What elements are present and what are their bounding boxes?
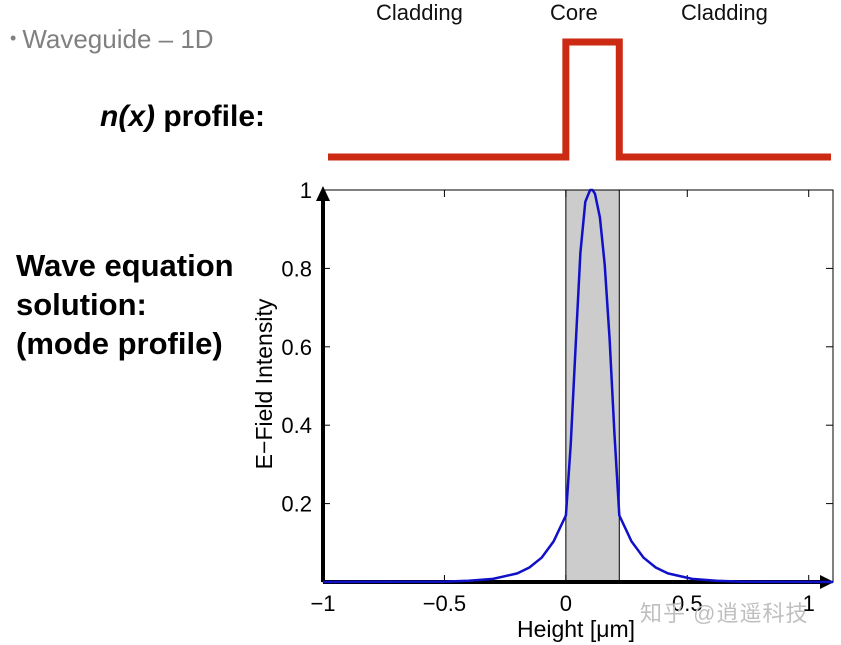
index-profile-label-rest: profile: [155, 100, 265, 133]
x-tick-label: 0 [560, 591, 572, 616]
x-tick-label: −0.5 [423, 591, 466, 616]
region-label-cladding-left: Cladding [376, 0, 463, 25]
x-tick-label: 0.5 [672, 591, 703, 616]
y-tick-label: 0.2 [281, 492, 312, 517]
x-axis-label: Height [μm] [517, 616, 635, 642]
mode-label-line-3: (mode profile) [16, 326, 223, 361]
index-profile-label: n(x) profile: [100, 100, 265, 134]
x-tick-label: −1 [310, 591, 335, 616]
region-label-cladding-right: Cladding [681, 0, 768, 25]
y-tick-label: 0.8 [281, 256, 312, 281]
mode-profile-series-line [322, 188, 834, 584]
bullet-dot-icon: • [10, 28, 17, 48]
watermark: 知乎 @逍遥科技 [640, 601, 809, 626]
y-tick-label: 0.6 [281, 335, 312, 360]
slide-bullet: • Waveguide – 1D [10, 24, 214, 55]
x-tick-label: 1 [803, 591, 815, 616]
y-axis-label: E−Field Intensity [251, 298, 277, 469]
y-tick-label: 1 [300, 178, 312, 203]
region-label-core: Core [550, 0, 598, 25]
index-profile-line [328, 38, 831, 161]
bullet-text: Waveguide – 1D [22, 24, 214, 54]
mode-profile-plot: −1 −0.5 0 0.5 1 0.2 0.4 0.6 0.8 1 Height [μm] E−Fie… [251, 178, 834, 642]
mode-profile-label: Wave equation solution: (mode profile) [16, 246, 234, 363]
y-axis-arrow-icon [316, 186, 330, 201]
mode-label-line-1: Wave equation [16, 248, 234, 283]
index-profile-label-italic: n(x) [100, 100, 155, 133]
mode-label-line-2: solution: [16, 287, 147, 322]
y-tick-label: 0.4 [281, 413, 312, 438]
